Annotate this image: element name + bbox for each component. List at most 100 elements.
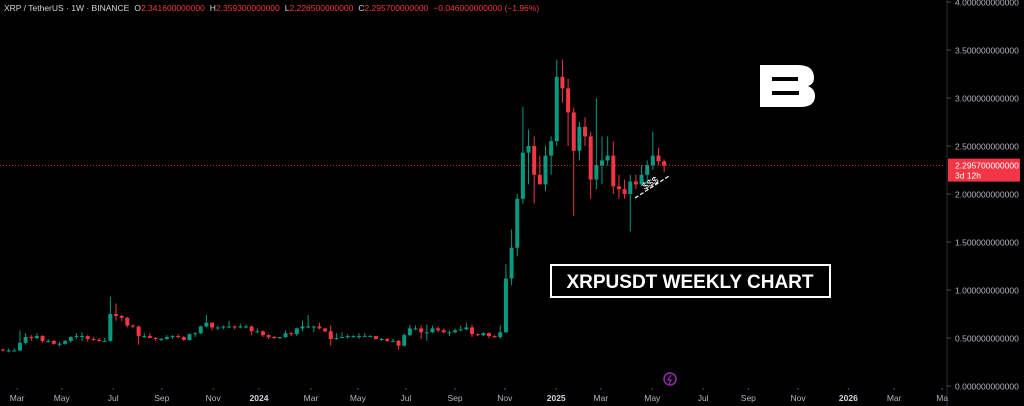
candle-body <box>340 337 345 339</box>
candle-body <box>232 326 237 328</box>
x-tick-label: May <box>644 393 661 403</box>
candle-body <box>515 198 520 248</box>
candle-body <box>204 322 209 327</box>
candle-body <box>373 336 378 339</box>
candle-body <box>447 332 452 334</box>
candle-body <box>187 334 192 340</box>
candle-body <box>622 189 627 194</box>
y-tick-label: 3.000000000000 <box>955 94 1019 104</box>
candle-body <box>29 337 34 339</box>
candle-body <box>283 333 288 338</box>
candle-body <box>260 331 265 336</box>
candle-body <box>470 327 475 335</box>
candle-body <box>272 337 277 339</box>
y-tick-label: 1.500000000000 <box>955 238 1019 248</box>
x-tick-label: 2026 <box>839 393 858 403</box>
y-tick-label: 0.000000000000 <box>955 382 1019 392</box>
candle-body <box>537 174 542 185</box>
candle-body <box>119 315 124 318</box>
ohlc-key: L <box>284 3 290 13</box>
liquidity-note: $$$ <box>641 175 661 193</box>
candle-body <box>424 332 429 334</box>
candle-body <box>210 322 215 328</box>
candle-body <box>464 327 469 330</box>
candle-body <box>458 329 463 331</box>
candle-body <box>80 336 85 338</box>
candle-body <box>656 155 661 162</box>
candle-body <box>407 328 412 336</box>
trend-line <box>634 175 670 199</box>
candle-body <box>198 326 203 334</box>
candle-body <box>650 155 655 166</box>
y-tick-label: 4.000000000000 <box>955 0 1019 8</box>
logo <box>760 65 815 107</box>
candle-body <box>249 326 254 332</box>
candle-body <box>227 326 232 328</box>
candle-body <box>419 328 424 333</box>
candle-body <box>526 146 531 153</box>
x-tick-label: Nov <box>206 393 222 403</box>
candle-body <box>289 333 294 335</box>
candle-body <box>628 181 633 194</box>
ohlc-value: 2.359300000000 <box>215 3 280 13</box>
candle-body <box>108 314 113 341</box>
x-tick-label: 2024 <box>250 393 269 403</box>
ohlc-value: 2.341600000000 <box>140 3 205 13</box>
candle-body <box>441 330 446 333</box>
candle-body <box>323 328 328 332</box>
candle-body <box>549 141 554 156</box>
candle-body <box>520 152 525 199</box>
candle-body <box>402 335 407 346</box>
header: XRP / TetherUS · 1W · BINANCE O2.34160000… <box>4 3 539 13</box>
symbol: XRP / TetherUS · 1W · BINANCE <box>4 3 130 13</box>
ohlc-value: 2.295700000000 <box>364 3 429 13</box>
x-tick-label: May <box>54 393 71 403</box>
candle-body <box>23 337 28 343</box>
candle-body <box>181 337 186 340</box>
candle-body <box>368 336 373 338</box>
candle-body <box>176 336 181 338</box>
annotation-box <box>550 264 831 298</box>
x-tick-label: Sep <box>448 393 463 403</box>
candle-body <box>492 336 497 338</box>
candle-body <box>221 326 226 328</box>
candle-body <box>6 350 11 352</box>
candle-body <box>306 326 311 328</box>
x-tick-label: Jul <box>698 393 709 403</box>
candle-body <box>436 328 441 331</box>
candle-body <box>193 333 198 335</box>
candle-body <box>266 335 271 338</box>
x-tick-label: Mar <box>887 393 902 403</box>
y-tick-label: 2.000000000000 <box>955 190 1019 200</box>
x-tick-label: Sep <box>154 393 169 403</box>
x-tick-label: 2025 <box>547 393 566 403</box>
candle-body <box>85 336 90 339</box>
event-icon[interactable] <box>663 372 677 386</box>
candle-body <box>17 342 22 351</box>
ohlc-key: H <box>209 3 216 13</box>
candle-body <box>475 334 480 336</box>
candle-body <box>481 333 486 336</box>
candle-body <box>543 155 548 185</box>
candle-body <box>277 337 282 339</box>
candle-body <box>616 186 621 190</box>
ohlc-key: C <box>358 3 365 13</box>
annotation: XRPUSDT WEEKLY CHART <box>566 272 813 293</box>
candle-body <box>509 247 514 279</box>
change: −0.046000000000 (−1.96%) <box>433 3 540 13</box>
x-tick-label: Jul <box>108 393 119 403</box>
candle-body <box>68 337 73 341</box>
x-tick-label: Mar <box>304 393 319 403</box>
candle-body <box>63 340 68 344</box>
candle-body <box>125 317 130 326</box>
candle-body <box>0 349 5 351</box>
candle-body <box>633 181 638 185</box>
x-tick-label: Sep <box>741 393 756 403</box>
y-tick-label: 2.500000000000 <box>955 142 1019 152</box>
candle-body <box>566 88 571 113</box>
candle-body <box>594 165 599 180</box>
event-icon-bolt <box>666 374 672 385</box>
candle-body <box>334 338 339 339</box>
